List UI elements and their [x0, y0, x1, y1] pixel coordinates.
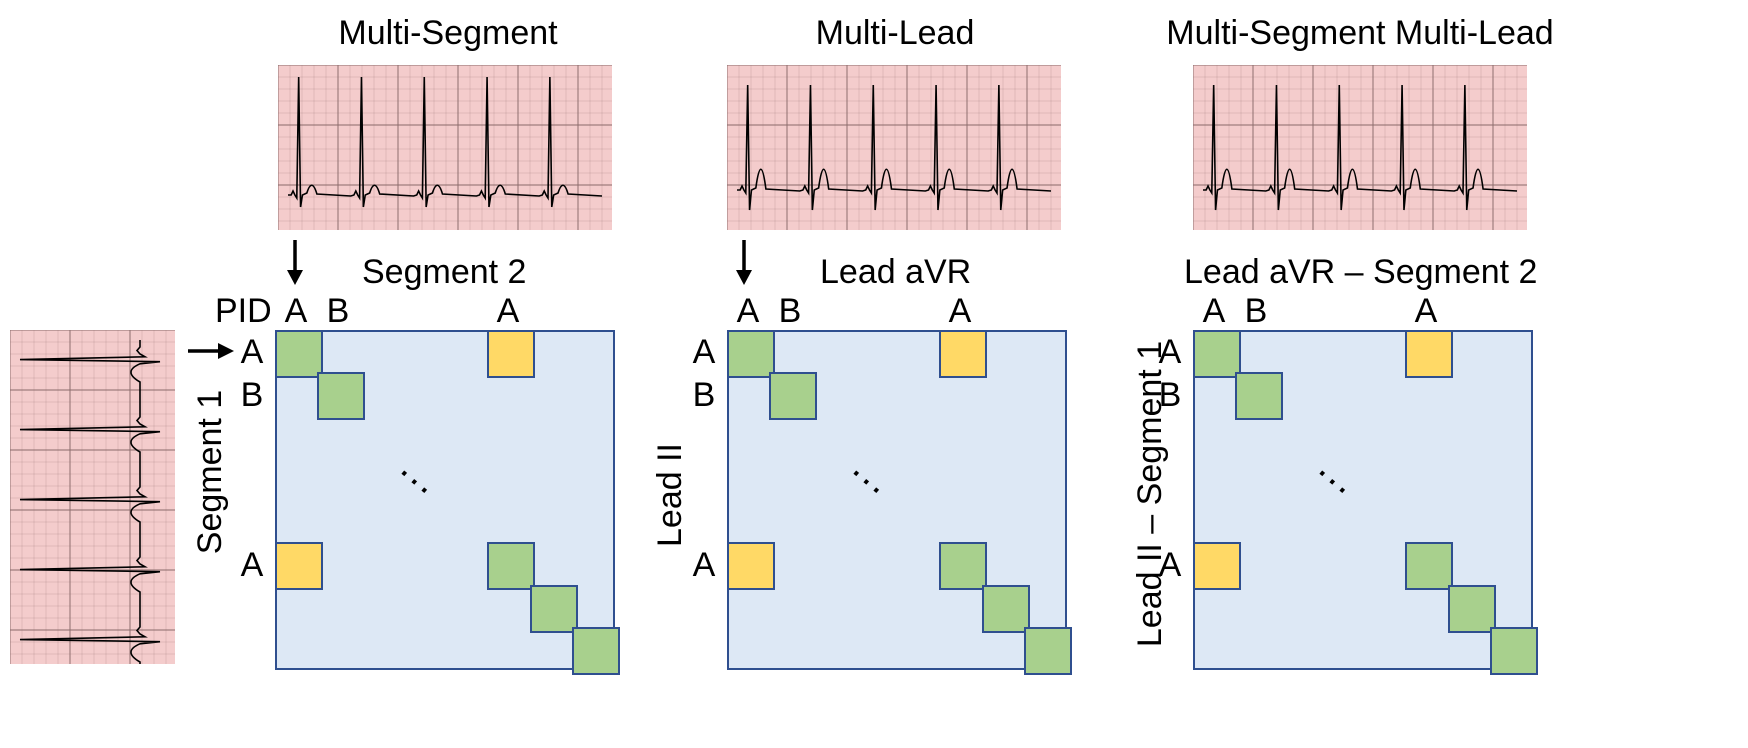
match-cell [1193, 330, 1241, 378]
ecg-strip-multi-segment [278, 65, 612, 230]
match-cell [939, 542, 987, 590]
down-arrow-icon [732, 240, 756, 286]
row-label: B [692, 376, 716, 414]
ecg-waveform [727, 65, 1061, 230]
panel-3-title: Multi-Segment Multi-Lead [1166, 14, 1554, 52]
row-label: A [692, 546, 716, 584]
column-label: B [326, 292, 350, 330]
column-label: A [1202, 292, 1226, 330]
similarity-matrix: ... [1193, 330, 1538, 675]
match-cell [982, 585, 1030, 633]
panel-3-row-title: Lead II – Segment 1 [1131, 340, 1169, 648]
ecg-waveform [10, 330, 175, 664]
row-label: A [1158, 333, 1182, 371]
cross-cell [275, 542, 323, 590]
match-cell [1024, 627, 1072, 675]
cross-cell [939, 330, 987, 378]
similarity-matrix: ... [275, 330, 620, 675]
ecg-waveform [278, 65, 612, 230]
match-cell [727, 330, 775, 378]
row-label: A [240, 546, 264, 584]
cross-cell [1193, 542, 1241, 590]
row-label: A [1158, 546, 1182, 584]
match-cell [317, 372, 365, 420]
match-cell [1235, 372, 1283, 420]
panel-1-title: Multi-Segment [338, 14, 558, 52]
match-cell [769, 372, 817, 420]
ecg-waveform [1193, 65, 1527, 230]
column-label: B [1244, 292, 1268, 330]
match-cell [1448, 585, 1496, 633]
match-cell [530, 585, 578, 633]
row-label: A [692, 333, 716, 371]
column-label: A [284, 292, 308, 330]
match-cell [1405, 542, 1453, 590]
right-arrow-icon [188, 340, 236, 362]
cross-cell [727, 542, 775, 590]
ecg-trace [737, 84, 1052, 211]
column-label: A [948, 292, 972, 330]
match-cell [572, 627, 620, 675]
panel-2-title: Multi-Lead [815, 14, 975, 52]
cross-cell [1405, 330, 1453, 378]
match-cell [1490, 627, 1538, 675]
similarity-matrix: ... [727, 330, 1072, 675]
panel-2-column-title: Lead aVR [820, 253, 972, 291]
row-label: A [240, 333, 264, 371]
row-label: B [240, 376, 264, 414]
panel-1-column-title: Segment 2 [362, 253, 527, 291]
ecg-trace [19, 340, 161, 664]
column-label: A [1414, 292, 1438, 330]
panel-1-row-title: Segment 1 [191, 389, 229, 555]
panel-2-row-title: Lead II [651, 443, 689, 547]
down-arrow-icon [283, 240, 307, 286]
row-label: B [1158, 376, 1182, 414]
ecg-strip-multi-lead [727, 65, 1061, 230]
ellipsis: ... [392, 444, 452, 504]
ecg-strip-vertical [10, 330, 175, 664]
panel-3-column-title: Lead aVR – Segment 2 [1184, 253, 1538, 291]
ecg-strip-multi-segment-multi-lead [1193, 65, 1527, 230]
match-cell [275, 330, 323, 378]
ellipsis: ... [1310, 444, 1370, 504]
column-label: B [778, 292, 802, 330]
ecg-trace [1203, 84, 1518, 211]
column-label: A [496, 292, 520, 330]
cross-cell [487, 330, 535, 378]
column-label: A [736, 292, 760, 330]
ellipsis: ... [844, 444, 904, 504]
match-cell [487, 542, 535, 590]
pid-label: PID [215, 292, 272, 330]
ecg-trace [288, 76, 603, 208]
